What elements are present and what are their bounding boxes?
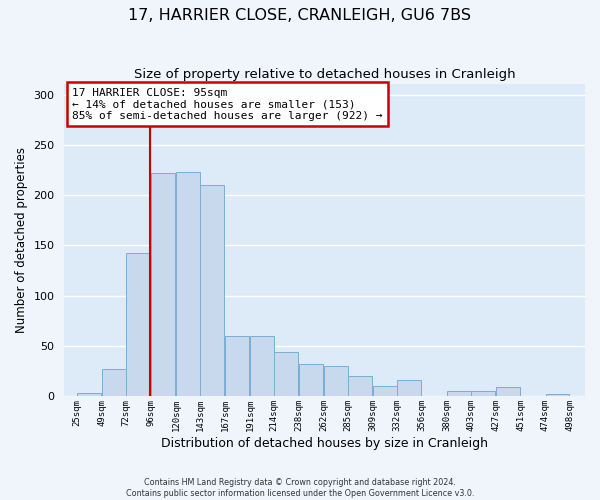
Bar xyxy=(299,364,323,396)
Bar xyxy=(151,173,175,396)
Bar xyxy=(126,252,150,396)
Text: Contains HM Land Registry data © Crown copyright and database right 2024.
Contai: Contains HM Land Registry data © Crown c… xyxy=(126,478,474,498)
Title: Size of property relative to detached houses in Cranleigh: Size of property relative to detached ho… xyxy=(134,68,515,80)
Bar xyxy=(325,366,348,396)
Bar xyxy=(397,380,421,396)
Bar xyxy=(176,172,200,396)
Bar xyxy=(448,392,471,396)
Bar xyxy=(472,392,495,396)
Bar xyxy=(225,336,249,396)
X-axis label: Distribution of detached houses by size in Cranleigh: Distribution of detached houses by size … xyxy=(161,437,488,450)
Bar xyxy=(274,352,298,397)
Text: 17, HARRIER CLOSE, CRANLEIGH, GU6 7BS: 17, HARRIER CLOSE, CRANLEIGH, GU6 7BS xyxy=(128,8,472,22)
Bar xyxy=(250,336,274,396)
Bar xyxy=(77,394,101,396)
Y-axis label: Number of detached properties: Number of detached properties xyxy=(15,148,28,334)
Bar xyxy=(373,386,397,396)
Bar xyxy=(200,185,224,396)
Text: 17 HARRIER CLOSE: 95sqm
← 14% of detached houses are smaller (153)
85% of semi-d: 17 HARRIER CLOSE: 95sqm ← 14% of detache… xyxy=(72,88,383,121)
Bar xyxy=(496,388,520,396)
Bar xyxy=(349,376,372,396)
Bar xyxy=(102,369,126,396)
Bar xyxy=(545,394,569,396)
